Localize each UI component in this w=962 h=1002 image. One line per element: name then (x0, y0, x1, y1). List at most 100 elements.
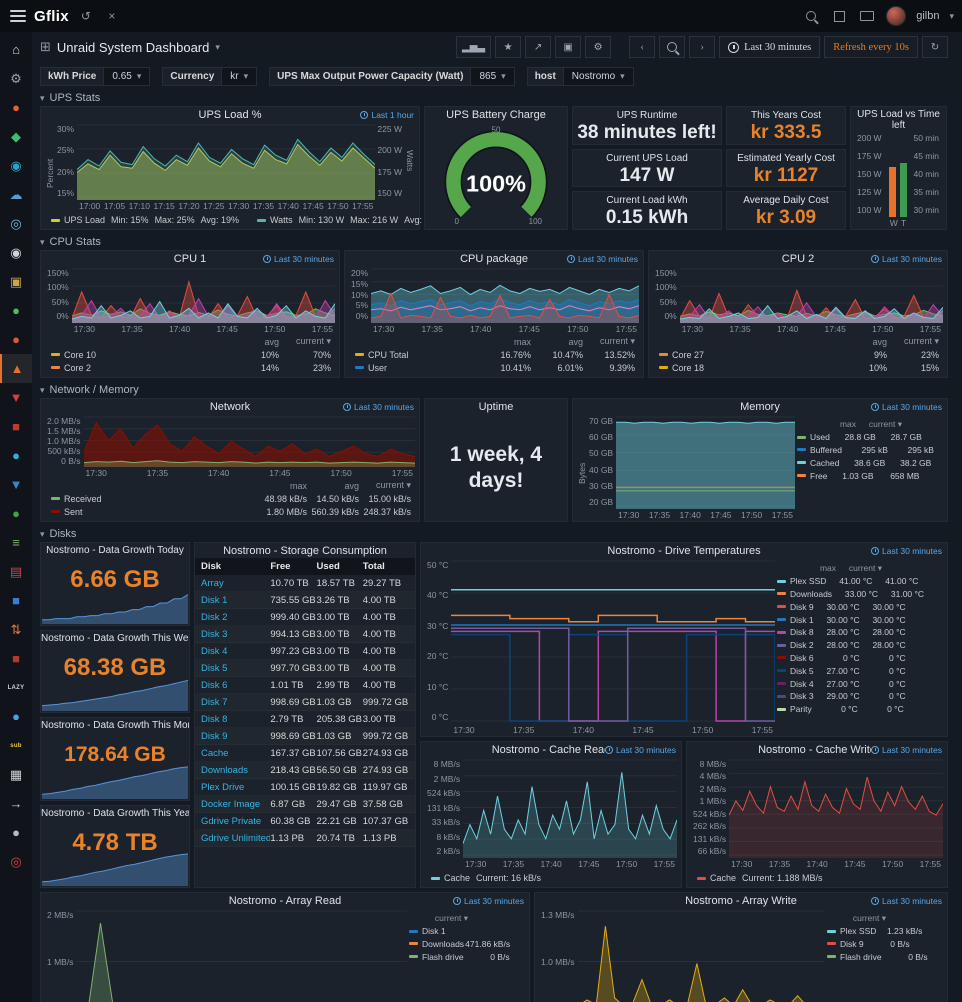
tv-mode-icon[interactable] (858, 7, 876, 25)
legend-item[interactable]: Buffered 295 kB 295 kB (797, 444, 939, 457)
legend-item[interactable]: Downloads 33.00 °C 31.00 °C (777, 588, 939, 601)
plugin-cyan-dot-icon[interactable]: ● (12, 448, 20, 463)
legend-item[interactable]: Core 10 10% 70% (51, 348, 331, 361)
disk-name[interactable]: Disk 7 (201, 696, 228, 708)
legend-series-name[interactable]: Downloads (790, 588, 833, 599)
table-row[interactable]: Disk 3 994.13 GB 3.00 TB 4.00 TB (195, 626, 415, 643)
legend-series-name[interactable]: UPS Load (64, 215, 106, 225)
panel-time-range[interactable]: Last 30 minutes (604, 745, 676, 755)
legend-item[interactable]: Disk 8 28.00 °C 28.00 °C (777, 626, 939, 639)
legend-series-name[interactable]: Parity (790, 704, 812, 715)
disk-name[interactable]: Disk 9 (201, 730, 228, 742)
lazy-badge-icon[interactable]: LAZY (7, 684, 25, 691)
table-row[interactable]: Disk 9 998.69 GB 1.03 GB 999.72 GB (195, 728, 415, 745)
table-row[interactable]: Disk 5 997.70 GB 3.00 TB 4.00 TB (195, 660, 415, 677)
table-row[interactable]: Array 10.70 TB 18.57 TB 29.27 TB (195, 575, 415, 592)
panel-title[interactable]: Nostromo - Data Growth Today (46, 545, 184, 556)
table-row[interactable]: Disk 2 999.40 GB 3.00 TB 4.00 TB (195, 609, 415, 626)
menu-icon[interactable] (10, 10, 26, 22)
time-back-button[interactable]: ‹ (629, 36, 656, 58)
disk-name[interactable]: Cache (201, 747, 229, 759)
chart-plot[interactable] (371, 266, 639, 323)
panel-title[interactable]: CPU package (460, 253, 528, 265)
disk-name[interactable]: Gdrive Private (201, 815, 262, 827)
chart-plot[interactable] (71, 266, 335, 323)
legend-series-name[interactable]: Cache (710, 873, 737, 883)
panel-title[interactable]: CPU 2 (781, 253, 815, 265)
disk-name[interactable]: Plex Drive (201, 781, 245, 793)
playlist-back-icon[interactable]: ↺ (80, 9, 91, 23)
panel-time-range[interactable]: Last 30 minutes (262, 254, 334, 264)
section-cpu-stats[interactable]: ▾ CPU Stats (40, 236, 101, 248)
water-drop-icon[interactable]: ● (12, 709, 20, 724)
burger-icon[interactable]: ≡ (12, 535, 20, 550)
table-row[interactable]: Disk 6 1.01 TB 2.99 TB 4.00 TB (195, 677, 415, 694)
legend-series-name[interactable]: Cached (810, 457, 840, 468)
panel-title[interactable]: This Years Cost (750, 110, 822, 121)
panel-time-range[interactable]: Last 30 minutes (870, 402, 942, 412)
panel-title[interactable]: Average Daily Cost (743, 195, 829, 207)
home-icon[interactable]: ⌂ (12, 42, 20, 57)
legend-item[interactable]: Core 2 14% 23% (51, 361, 331, 374)
disk-name[interactable]: Disk 6 (201, 679, 228, 691)
legend-series-name[interactable]: Disk 1 (422, 926, 446, 937)
variable-dropdown[interactable]: kWh Price 0.65 ▾ (40, 66, 151, 86)
legend-series-name[interactable]: Disk 9 (790, 601, 814, 612)
legend-series-name[interactable]: Disk 4 (790, 678, 814, 689)
plugin-dark-red-box-icon[interactable]: ■ (12, 651, 20, 666)
legend-series-name[interactable]: Core 18 (672, 362, 705, 373)
panel-title[interactable]: Nostromo - Array Read (228, 895, 342, 907)
legend-series-name[interactable]: Disk 5 (790, 665, 814, 676)
chart-plot[interactable] (451, 558, 775, 724)
playlist-close-icon[interactable]: × (108, 9, 116, 23)
legend-series-name[interactable]: Disk 9 (840, 938, 864, 949)
table-row[interactable]: Disk 8 2.79 TB 205.38 GB 3.00 TB (195, 711, 415, 728)
legend-series-name[interactable]: CPU Total (368, 349, 409, 360)
chart-plot[interactable] (616, 414, 795, 509)
disk-name[interactable]: Disk 4 (201, 645, 228, 657)
search-icon[interactable] (802, 7, 820, 25)
disk-name[interactable]: Disk 8 (201, 713, 228, 725)
save-button[interactable]: ▣ (555, 36, 582, 58)
legend-series-name[interactable]: Core 10 (64, 349, 97, 360)
plugin-green-diamond-icon[interactable]: ◆ (11, 129, 21, 144)
legend-item[interactable]: UPS Load Min: 15% Max: 25% Avg: 19% (51, 214, 239, 226)
panel-title[interactable]: Network (209, 401, 251, 413)
panel-title[interactable]: Nostromo - Array Write (685, 895, 797, 907)
legend-item[interactable]: User 10.41% 6.01% 9.39% (355, 361, 635, 374)
legend-series-name[interactable]: Watts (269, 215, 293, 225)
panel-title[interactable]: CPU 1 (173, 253, 207, 265)
legend-item[interactable]: Cache Current: 1.188 MB/s (697, 872, 823, 884)
share-button[interactable]: ↗ (525, 36, 552, 58)
legend-item[interactable]: Downloads 471.86 kB/s (409, 938, 521, 951)
legend-series-name[interactable]: Core 27 (672, 349, 705, 360)
search-plugin-icon[interactable]: ◎ (10, 216, 22, 231)
legend-item[interactable]: Disk 3 29.00 °C 0 °C (777, 690, 939, 703)
panel-title[interactable]: Nostromo - Cache Read (491, 744, 611, 756)
chart-plot[interactable] (729, 757, 943, 858)
table-row[interactable]: Plex Drive 100.15 GB 19.82 GB 119.97 GB (195, 779, 415, 796)
section-network-memory[interactable]: ▾ Network / Memory (40, 384, 139, 396)
panel-title[interactable]: Current Load kWh (606, 195, 688, 207)
plugin-green-leaf-icon[interactable]: ● (12, 506, 20, 521)
panel-time-range[interactable]: Last 30 minutes (342, 402, 414, 412)
disk-name[interactable]: Disk 1 (201, 594, 228, 606)
legend-series-name[interactable]: Buffered (810, 444, 842, 455)
panel-title[interactable]: Nostromo - Drive Temperatures (607, 545, 761, 557)
table-row[interactable]: Disk 4 997.23 GB 3.00 TB 4.00 TB (195, 643, 415, 660)
docker-icon[interactable]: ▣ (9, 274, 23, 289)
table-row[interactable]: Disk 1 735.55 GB 3.26 TB 4.00 TB (195, 592, 415, 609)
disk-name[interactable]: Array (201, 577, 224, 589)
username[interactable]: gilbn (916, 10, 940, 22)
panel-title[interactable]: Nostromo - Data Growth This Week (41, 632, 189, 644)
legend-item[interactable]: Plex SSD 1.23 kB/s (827, 925, 939, 938)
panel-title[interactable]: UPS Battery Charge (446, 109, 546, 121)
plugin-green-circle-icon[interactable]: ● (12, 303, 20, 318)
table-row[interactable]: Cache 167.37 GB 107.56 GB 274.93 GB (195, 745, 415, 762)
panel-title[interactable]: Nostromo - Storage Consumption (223, 545, 387, 557)
cloud-icon[interactable]: ☁ (9, 187, 23, 202)
legend-series-name[interactable]: Downloads (422, 938, 465, 949)
table-row[interactable]: Docker Image 6.87 GB 29.47 GB 37.58 GB (195, 796, 415, 813)
legend-series-name[interactable]: Disk 6 (790, 652, 814, 663)
